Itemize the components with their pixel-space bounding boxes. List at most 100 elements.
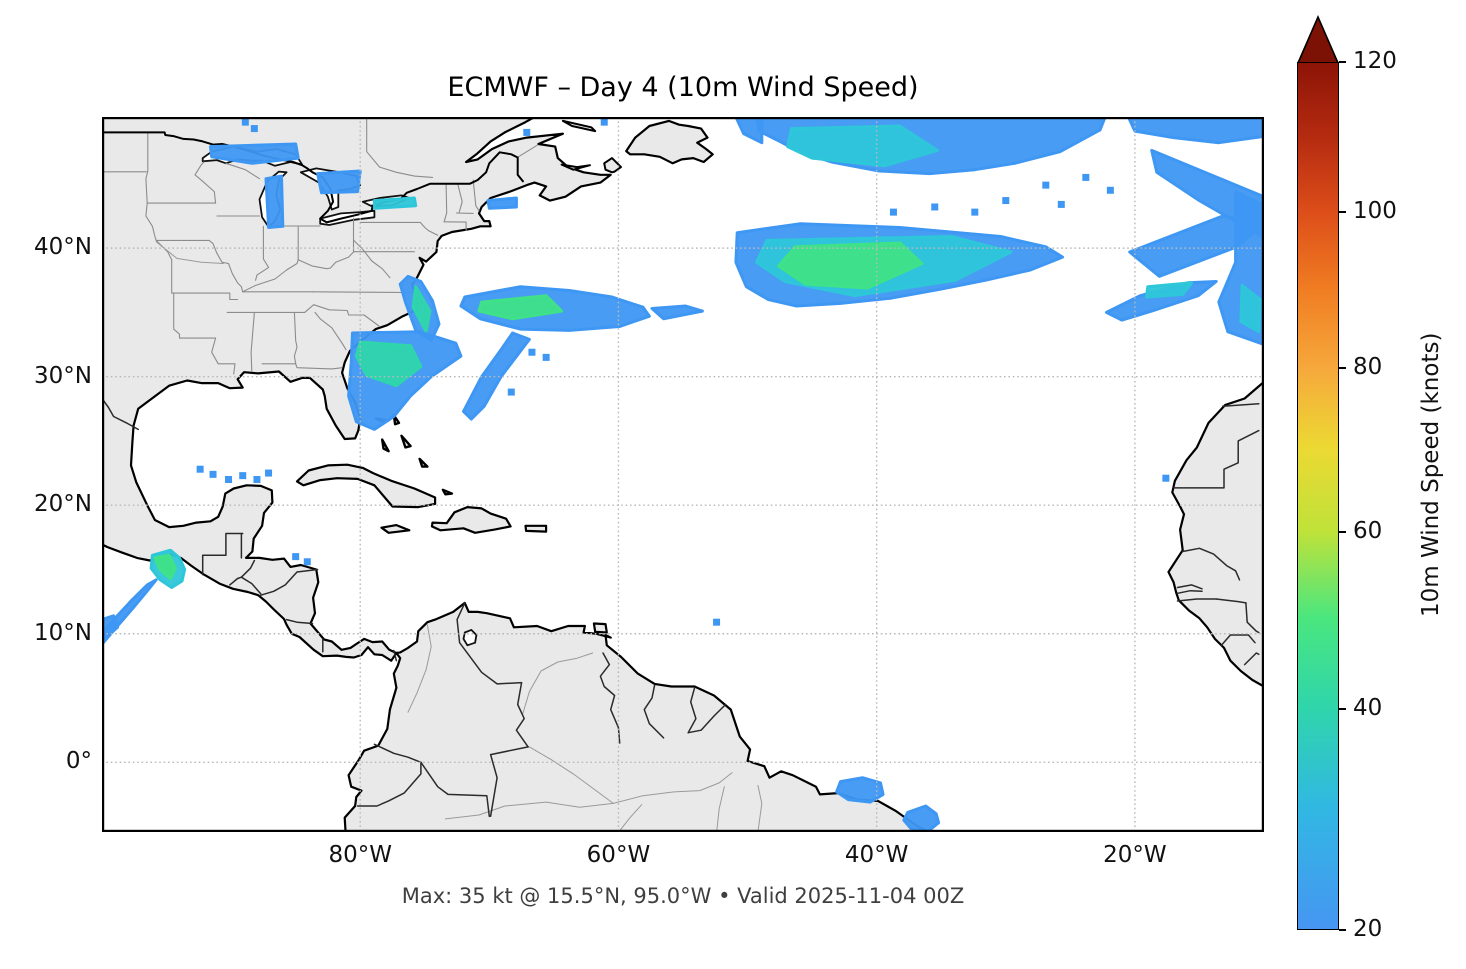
coastline-north-america bbox=[102, 117, 612, 662]
colorbar-tickmark-20 bbox=[1339, 929, 1346, 931]
canada-us-border bbox=[102, 131, 524, 224]
state-border-24 bbox=[255, 225, 270, 281]
country-border-7 bbox=[285, 618, 314, 625]
state-border-10 bbox=[171, 292, 239, 301]
wind-area-lake-erie-line bbox=[372, 196, 418, 210]
state-border-3 bbox=[194, 161, 217, 204]
colorbar-arrow-svg bbox=[1296, 14, 1340, 64]
country-border-1 bbox=[201, 532, 244, 576]
colorbar-ticklabel-40: 40 bbox=[1353, 694, 1383, 721]
state-border-37 bbox=[353, 239, 391, 279]
colorbar-tickmark-120 bbox=[1339, 61, 1346, 63]
state-border-20 bbox=[314, 311, 347, 351]
island-hispaniola bbox=[430, 506, 512, 534]
y-tick-20°N: 20°N bbox=[34, 491, 92, 518]
state-border-1 bbox=[145, 131, 149, 204]
wind-speck-20 bbox=[265, 469, 273, 477]
state-border-31 bbox=[443, 183, 448, 223]
island-bahamas-4 bbox=[418, 457, 429, 468]
wind-area-gulfstream-tail bbox=[650, 304, 704, 321]
island-bahamas-5 bbox=[441, 488, 454, 496]
colorbar-tickmark-40 bbox=[1339, 707, 1346, 710]
wind-area-lake-huron-patch bbox=[316, 169, 362, 195]
y-tick-30°N: 30°N bbox=[34, 362, 92, 389]
country-border-27 bbox=[1220, 634, 1256, 647]
river-2 bbox=[716, 786, 725, 832]
wind-area-natl-low-core bbox=[1145, 281, 1194, 299]
colorbar-over-arrow bbox=[1296, 14, 1340, 64]
country-border-17 bbox=[687, 686, 697, 734]
wind-area-natl-main-core bbox=[777, 241, 924, 290]
x-tick-40°W: 40°W bbox=[844, 842, 909, 868]
x-tick-20°W: 20°W bbox=[1103, 842, 1167, 868]
country-border-4 bbox=[229, 576, 243, 586]
state-border-11 bbox=[173, 292, 181, 339]
state-border-22 bbox=[242, 259, 299, 293]
state-border-23 bbox=[297, 251, 355, 270]
colorbar-ticklabel-80: 80 bbox=[1353, 353, 1383, 380]
wind-speck-15 bbox=[196, 465, 204, 473]
wind-area-lake-michigan-patch bbox=[264, 174, 285, 229]
y-tick-0°: 0° bbox=[65, 748, 92, 775]
wind-speck-11 bbox=[241, 118, 249, 126]
island-bahamas-3 bbox=[400, 434, 412, 449]
x-tick-80°W: 80°W bbox=[328, 842, 392, 868]
wind-speck-24 bbox=[1162, 474, 1170, 482]
country-border-3 bbox=[240, 559, 256, 578]
river-6 bbox=[407, 624, 432, 713]
country-border-13 bbox=[420, 761, 491, 818]
colorbar-gradient bbox=[1297, 62, 1339, 930]
country-border-15 bbox=[599, 652, 621, 744]
island-pei bbox=[560, 163, 591, 171]
country-border-0 bbox=[102, 397, 139, 431]
map-svg bbox=[102, 117, 1264, 832]
island-newfoundland bbox=[625, 119, 714, 165]
country-border-14 bbox=[356, 761, 422, 807]
colorbar-ticklabel-100: 100 bbox=[1353, 197, 1397, 224]
state-border-15 bbox=[311, 291, 414, 294]
wind-speck-7 bbox=[889, 208, 897, 216]
state-border-39 bbox=[517, 144, 538, 158]
island-anticosti bbox=[561, 119, 597, 133]
wind-area-gulfstream-core bbox=[477, 294, 564, 321]
state-border-38 bbox=[366, 117, 434, 178]
wind-speck-19 bbox=[253, 475, 261, 483]
wind-speck-0 bbox=[1042, 181, 1050, 189]
river-3 bbox=[757, 784, 763, 832]
y-tick-10°N: 10°N bbox=[34, 619, 92, 646]
island-puerto-rico bbox=[524, 524, 548, 533]
country-border-11 bbox=[489, 746, 529, 818]
wind-speck-21 bbox=[292, 553, 300, 561]
wind-speck-12 bbox=[250, 125, 258, 133]
wind-area-se-diag-streak bbox=[462, 331, 531, 421]
river-1 bbox=[528, 746, 614, 804]
wind-speck-13 bbox=[523, 128, 531, 136]
state-border-13 bbox=[211, 337, 236, 375]
country-border-22 bbox=[1176, 584, 1203, 590]
state-border-7 bbox=[212, 243, 244, 293]
wind-speck-4 bbox=[1057, 200, 1065, 208]
wind-area-natl-top-core bbox=[786, 124, 939, 168]
state-border-36 bbox=[225, 162, 261, 180]
island-cuba bbox=[295, 463, 437, 509]
island-jamaica bbox=[380, 524, 411, 534]
state-border-18 bbox=[293, 311, 298, 365]
wind-speck-18 bbox=[239, 472, 247, 480]
state-border-21 bbox=[304, 304, 381, 328]
country-border-25 bbox=[1215, 598, 1247, 604]
wind-speck-6 bbox=[931, 203, 939, 211]
island-trinidad bbox=[592, 622, 608, 634]
wind-speck-8 bbox=[528, 348, 536, 356]
state-border-33 bbox=[457, 183, 463, 214]
state-border-17 bbox=[250, 311, 255, 373]
coastline-south-america bbox=[343, 601, 932, 832]
wind-area-tehuantepec-core bbox=[153, 553, 178, 580]
figure-caption: Max: 35 kt @ 15.5°N, 95.0°W • Valid 2025… bbox=[401, 884, 965, 908]
wind-area-lake-superior-patch bbox=[209, 142, 300, 165]
y-tick-40°N: 40°N bbox=[34, 234, 92, 261]
river-7 bbox=[155, 241, 224, 264]
island-cape-breton bbox=[603, 157, 622, 174]
colorbar-label: 10m Wind Speed (knots) bbox=[1418, 332, 1444, 617]
country-border-20 bbox=[1172, 429, 1260, 489]
